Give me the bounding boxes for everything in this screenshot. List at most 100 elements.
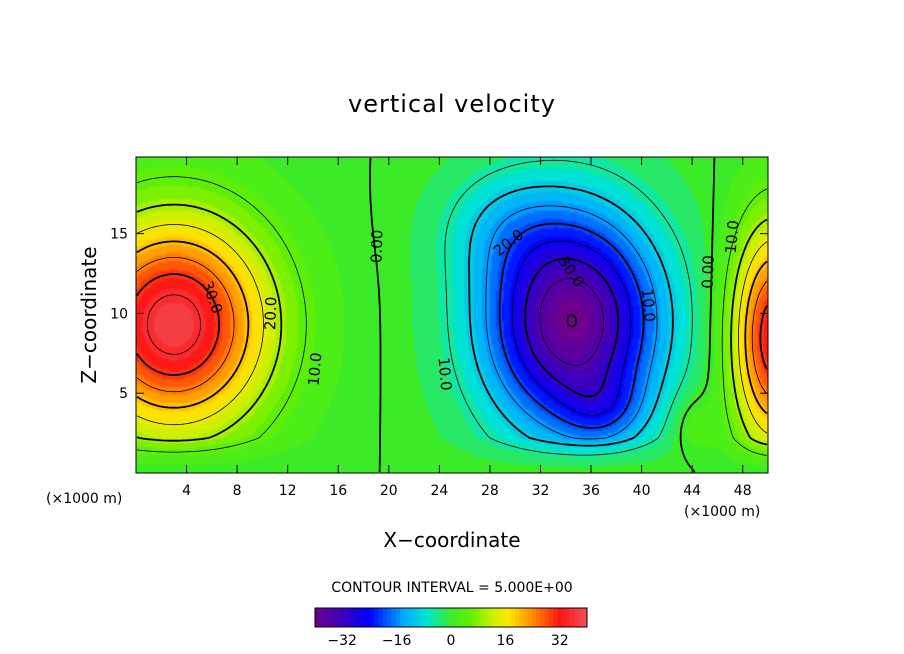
- chart-title: vertical velocity: [348, 90, 556, 118]
- colorbar-swatch: [489, 608, 494, 627]
- colorbar-tick-label: 16: [496, 633, 514, 649]
- velocity-field-fill: [136, 157, 768, 473]
- colorbar-swatch: [404, 608, 409, 627]
- contour-label: 0.00: [367, 229, 386, 263]
- colorbar-swatch: [472, 608, 477, 627]
- x-unit-right: (×1000 m): [684, 504, 760, 520]
- colorbar-swatch: [361, 608, 367, 627]
- colorbar-swatch: [527, 608, 533, 627]
- colorbar-swatch: [480, 608, 486, 627]
- y-tick-label: 10: [110, 306, 128, 322]
- x-tick-label: 24: [430, 483, 448, 499]
- colorbar-swatch: [582, 608, 588, 627]
- colorbar-swatch: [395, 608, 401, 627]
- x-tick-label: 48: [734, 483, 752, 499]
- y-axis-label: Z−coordinate: [77, 246, 101, 383]
- colorbar-tick-label: 0: [447, 633, 456, 649]
- colorbar-swatch: [434, 608, 439, 627]
- x-tick-label: 20: [380, 483, 398, 499]
- x-tick-label: 8: [233, 483, 242, 499]
- x-tick-label: 36: [582, 483, 600, 499]
- colorbar-swatch: [578, 608, 584, 627]
- colorbar-swatch: [383, 608, 388, 627]
- colorbar-swatch: [570, 608, 575, 627]
- colorbar-swatch: [531, 608, 537, 627]
- colorbar-swatch: [425, 608, 431, 627]
- contour-line: [468, 185, 674, 447]
- colorbar-tick-label: −32: [327, 633, 357, 649]
- colorbar-swatch: [374, 608, 380, 627]
- colorbar-swatch: [315, 608, 320, 627]
- x-tick-label: 28: [481, 483, 499, 499]
- contour-lines: [136, 157, 768, 473]
- colorbar-swatch: [544, 608, 550, 627]
- colorbar-swatch: [366, 608, 371, 627]
- colorbar-swatch: [336, 608, 341, 627]
- colorbar-swatch: [451, 608, 456, 627]
- contour-line: [566, 314, 578, 328]
- contour-line: [136, 257, 768, 394]
- colorbar-frame: [314, 607, 588, 628]
- colorbar-swatch: [332, 608, 337, 627]
- x-axis-label: X−coordinate: [383, 528, 520, 552]
- colorbar-swatch: [412, 608, 418, 627]
- contour-line: [444, 159, 693, 456]
- colorbar-swatch: [510, 608, 516, 627]
- x-tick-label: 44: [683, 483, 701, 499]
- x-axis: 4 8 12 16 20 24 28 32 36 40 44 48: [182, 157, 752, 499]
- colorbar-swatch: [323, 608, 329, 627]
- contour-line: [511, 240, 632, 416]
- colorbar-swatch: [514, 608, 520, 627]
- colorbar-swatch: [340, 608, 346, 627]
- colorbar-swatch: [378, 608, 384, 627]
- colorbar-swatch: [357, 608, 363, 627]
- colorbar-swatch: [455, 608, 460, 627]
- colorbar-swatch: [540, 608, 545, 627]
- colorbar-swatch: [553, 608, 558, 627]
- x-tick-label: 32: [532, 483, 550, 499]
- colorbar-swatch: [548, 608, 554, 627]
- contour-line: [485, 205, 658, 440]
- colorbar-tick-label: −16: [382, 633, 412, 649]
- colorbar-swatch: [536, 608, 541, 627]
- colorbar-swatch: [506, 608, 511, 627]
- contour-label: 10.0: [434, 357, 455, 392]
- colorbar-swatch: [387, 608, 392, 627]
- colorbar-swatch: [519, 608, 524, 627]
- colorbar-swatch: [417, 608, 422, 627]
- colorbar-swatch: [565, 608, 571, 627]
- colorbar-swatch: [493, 608, 499, 627]
- plot-frame: [135, 156, 769, 474]
- colorbar-swatch: [349, 608, 354, 627]
- contour-label: 0.00: [699, 255, 718, 289]
- x-tick-label: 40: [633, 483, 651, 499]
- colorbar-swatch: [319, 608, 324, 627]
- colorbar-swatch: [353, 608, 358, 627]
- contour-line: [136, 224, 768, 434]
- contour-line: [369, 157, 716, 473]
- colorbar-swatch: [502, 608, 507, 627]
- colorbar-swatch: [468, 608, 473, 627]
- colorbar-tick-label: 32: [551, 633, 569, 649]
- contour-line: [136, 176, 768, 456]
- colorbar-swatch: [408, 608, 414, 627]
- contour-label: 10.0: [305, 352, 326, 387]
- x-tick-label: 16: [329, 483, 347, 499]
- colorbar-swatch: [370, 608, 375, 627]
- colorbar-swatch: [400, 608, 405, 627]
- colorbar-ticks: −32 −16 0 16 32: [327, 633, 568, 649]
- colorbar-swatch: [327, 608, 333, 627]
- colorbar-swatch: [391, 608, 397, 627]
- contour-interval-note: CONTOUR INTERVAL = 5.000E+00: [331, 580, 572, 596]
- y-tick-label: 15: [110, 227, 128, 243]
- colorbar-swatch: [429, 608, 435, 627]
- colorbar-swatch: [561, 608, 567, 627]
- contour-line: [146, 294, 201, 355]
- x-unit-left: (×1000 m): [46, 491, 122, 507]
- colorbar-swatch: [476, 608, 482, 627]
- colorbar-swatch: [446, 608, 452, 627]
- y-tick-label: 5: [119, 386, 128, 402]
- contour-line: [524, 257, 620, 398]
- colorbar-swatch: [459, 608, 465, 627]
